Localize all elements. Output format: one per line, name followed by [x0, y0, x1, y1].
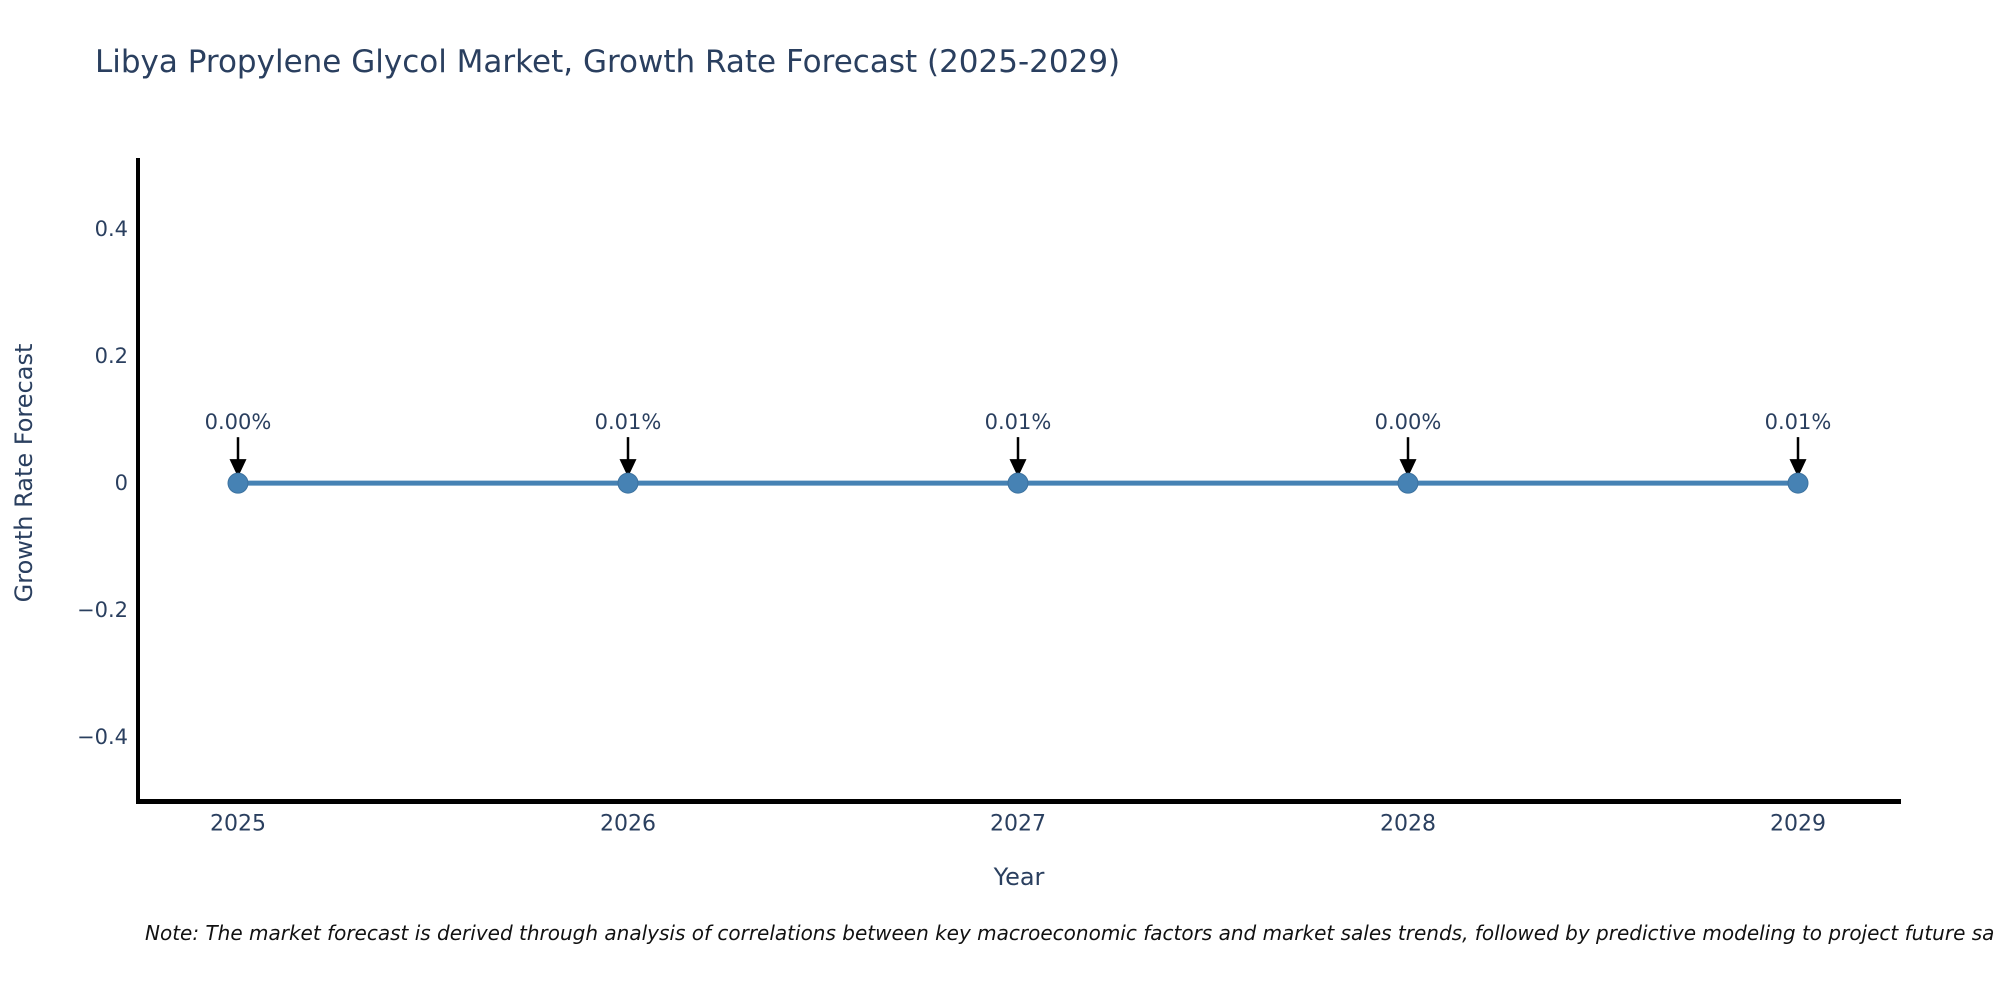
x-tick-label: 2029 [1770, 812, 1826, 837]
annotation-arrowhead [1399, 459, 1417, 478]
y-tick-label: 0.4 [95, 217, 128, 241]
annotation-arrowhead [1789, 459, 1807, 478]
data-point-marker [1787, 472, 1809, 494]
y-tick-label: 0 [115, 471, 128, 495]
annotation-arrowhead [619, 459, 637, 478]
y-tick-label: 0.2 [95, 344, 128, 368]
x-tick-label: 2027 [990, 812, 1046, 837]
data-point-marker [1007, 472, 1029, 494]
x-tick-label: 2025 [210, 812, 266, 837]
x-tick-label: 2026 [600, 812, 656, 837]
chart-note: Note: The market forecast is derived thr… [145, 921, 1995, 945]
annotation-label: 0.00% [205, 410, 272, 434]
annotation-label: 0.01% [1765, 410, 1832, 434]
x-axis-title: Year [993, 863, 1045, 891]
chart-title: Libya Propylene Glycol Market, Growth Ra… [95, 44, 1121, 80]
annotation-label: 0.01% [985, 410, 1052, 434]
annotation-arrowhead [1009, 459, 1027, 478]
annotation-label: 0.01% [595, 410, 662, 434]
data-point-marker [1397, 472, 1419, 494]
x-tick-label: 2028 [1380, 812, 1436, 837]
data-point-marker [227, 472, 249, 494]
data-point-marker [617, 472, 639, 494]
annotation-arrowhead [229, 459, 247, 478]
y-tick-label: −0.4 [77, 725, 128, 749]
annotation-label: 0.00% [1375, 410, 1442, 434]
y-tick-label: −0.2 [77, 598, 128, 622]
